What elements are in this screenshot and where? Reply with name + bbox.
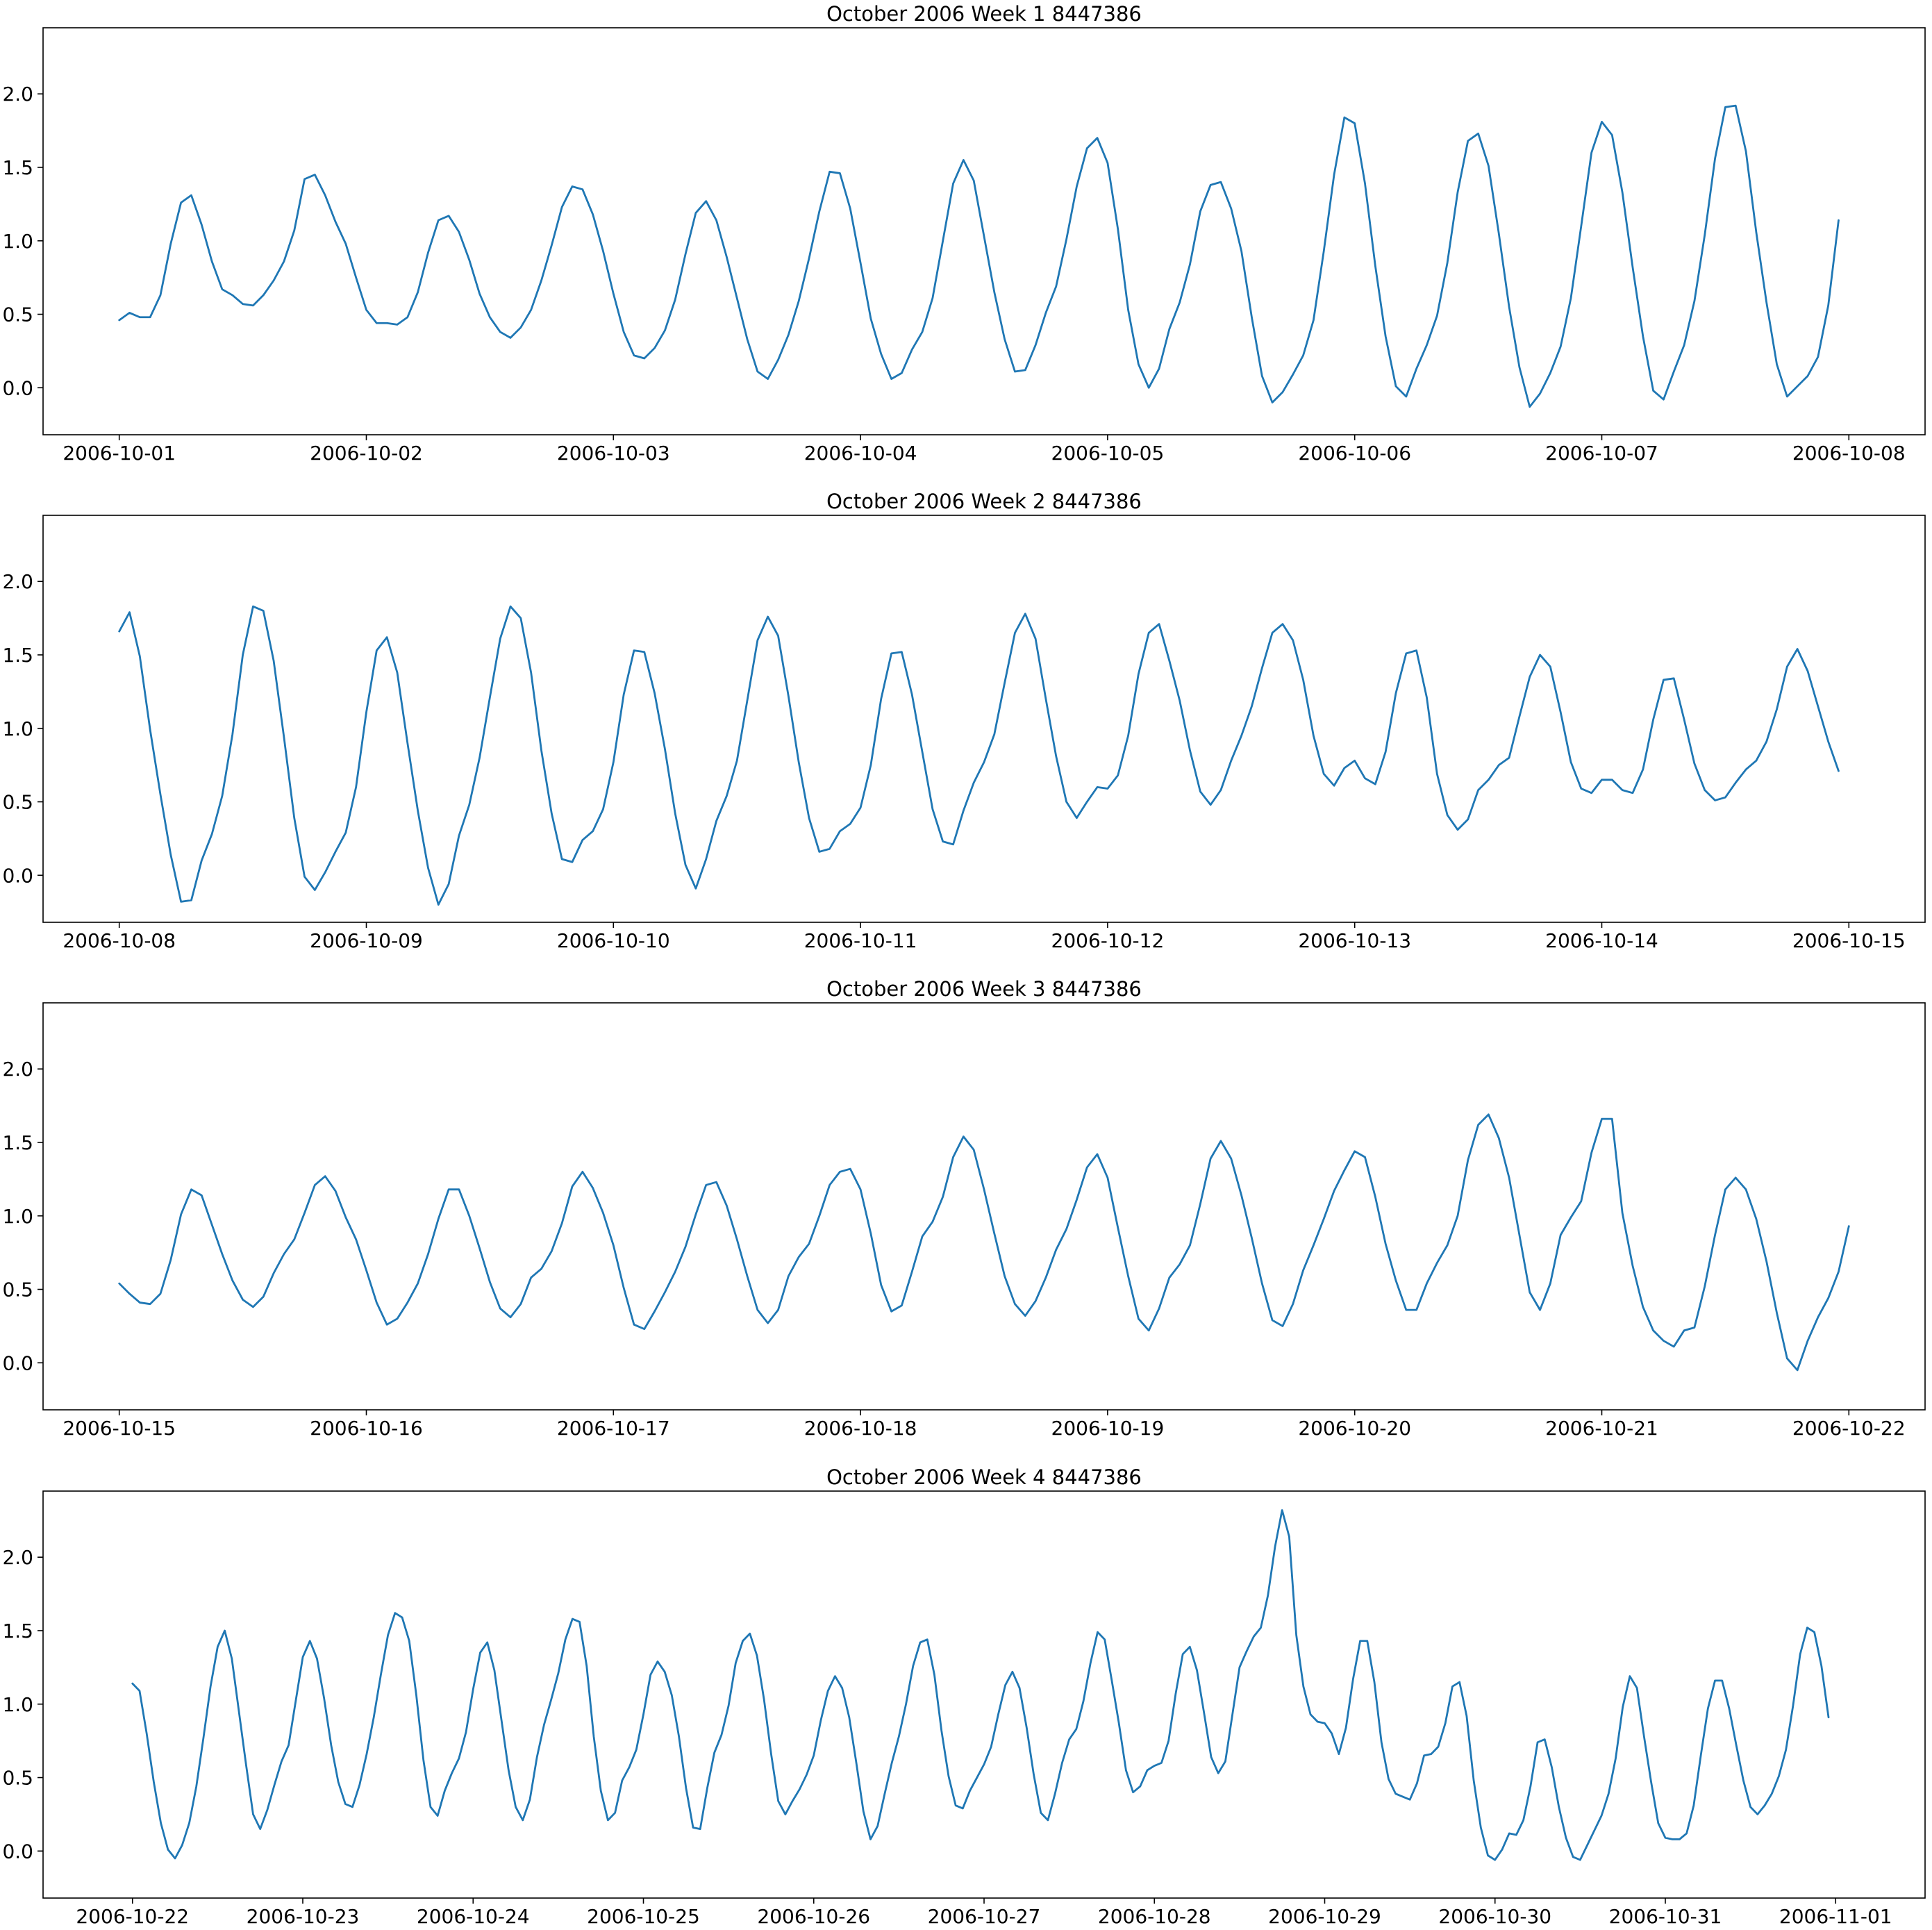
y-tick-label: 1.0	[2, 1693, 33, 1716]
y-tick-label: 1.5	[2, 1620, 33, 1642]
x-tick-label: 2006-10-22	[1792, 1417, 1906, 1440]
y-tick-label: 0.5	[2, 791, 33, 814]
x-tick-label: 2006-10-29	[1268, 1905, 1381, 1928]
x-tick-label: 2006-10-08	[63, 929, 176, 952]
y-tick-label: 0.0	[2, 1351, 33, 1374]
x-tick-label: 2006-10-17	[557, 1417, 670, 1440]
x-tick-label: 2006-10-14	[1545, 929, 1658, 952]
chart-title: October 2006 Week 2 8447386	[826, 490, 1142, 513]
y-tick-label: 0.0	[2, 376, 33, 399]
y-tick-label: 2.0	[2, 570, 33, 593]
y-tick-label: 0.0	[2, 864, 33, 887]
x-tick-label: 2006-10-07	[1545, 442, 1658, 465]
y-tick-label: 1.0	[2, 1205, 33, 1228]
y-tick-label: 1.5	[2, 1131, 33, 1154]
x-tick-label: 2006-10-08	[1792, 442, 1906, 465]
x-tick-label: 2006-10-21	[1545, 1417, 1658, 1440]
x-tick-label: 2006-10-28	[1098, 1905, 1211, 1928]
x-tick-label: 2006-10-24	[417, 1905, 530, 1928]
x-tick-label: 2006-10-18	[804, 1417, 917, 1440]
y-tick-label: 1.5	[2, 156, 33, 179]
y-tick-label: 2.0	[2, 83, 33, 106]
axes-frame	[42, 1490, 1926, 1899]
x-tick-label: 2006-10-26	[757, 1905, 870, 1928]
series-line	[118, 104, 1840, 408]
chart-title: October 2006 Week 3 8447386	[826, 977, 1142, 1001]
x-tick-label: 2006-10-23	[247, 1905, 360, 1928]
x-tick-label: 2006-10-20	[1298, 1417, 1411, 1440]
x-tick-label: 2006-10-16	[310, 1417, 423, 1440]
y-tick-label: 0.5	[2, 1279, 33, 1301]
x-tick-label: 2006-10-12	[1051, 929, 1165, 952]
x-tick-label: 2006-10-27	[928, 1905, 1041, 1928]
x-tick-label: 2006-11-01	[1779, 1905, 1892, 1928]
x-tick-label: 2006-10-30	[1438, 1905, 1551, 1928]
x-tick-label: 2006-10-15	[63, 1417, 176, 1440]
series-line	[118, 1113, 1850, 1372]
x-tick-label: 2006-10-10	[557, 929, 670, 952]
chart-panel: October 2006 Week 1 8447386 2006-10-01 200…	[2, 2, 1926, 465]
axes-frame	[42, 27, 1926, 435]
chart-panel: October 2006 Week 4 8447386 2006-10-22 200…	[2, 1465, 1926, 1928]
chart-title: October 2006 Week 4 8447386	[826, 1465, 1142, 1489]
x-tick-label: 2006-10-13	[1298, 929, 1411, 952]
y-tick-label: 0.0	[2, 1840, 33, 1863]
x-tick-label: 2006-10-01	[63, 442, 176, 465]
y-tick-label: 0.5	[2, 303, 33, 326]
x-tick-label: 2006-10-15	[1792, 929, 1906, 952]
x-tick-label: 2006-10-22	[76, 1905, 189, 1928]
x-tick-label: 2006-10-04	[804, 442, 917, 465]
x-tick-label: 2006-10-02	[310, 442, 423, 465]
axes-frame	[42, 1002, 1926, 1411]
chart-panel: October 2006 Week 3 8447386 2006-10-15 200…	[2, 977, 1926, 1440]
x-tick-label: 2006-10-09	[310, 929, 423, 952]
y-tick-label: 2.0	[2, 1058, 33, 1081]
y-tick-label: 1.0	[2, 230, 33, 253]
x-tick-label: 2006-10-03	[557, 442, 670, 465]
y-tick-label: 0.5	[2, 1767, 33, 1790]
series-line	[131, 1509, 1830, 1861]
chart-title: October 2006 Week 1 8447386	[826, 2, 1142, 26]
x-tick-label: 2006-10-06	[1298, 442, 1411, 465]
chart-panel: October 2006 Week 2 8447386 2006-10-08 200…	[2, 490, 1926, 952]
x-tick-label: 2006-10-19	[1051, 1417, 1165, 1440]
y-tick-label: 1.5	[2, 644, 33, 667]
series-line	[118, 605, 1840, 906]
x-tick-label: 2006-10-31	[1609, 1905, 1722, 1928]
y-tick-label: 1.0	[2, 717, 33, 740]
x-tick-label: 2006-10-11	[804, 929, 917, 952]
x-tick-label: 2006-10-05	[1051, 442, 1165, 465]
axes-frame	[42, 515, 1926, 923]
y-tick-label: 2.0	[2, 1546, 33, 1569]
x-tick-label: 2006-10-25	[587, 1905, 700, 1928]
